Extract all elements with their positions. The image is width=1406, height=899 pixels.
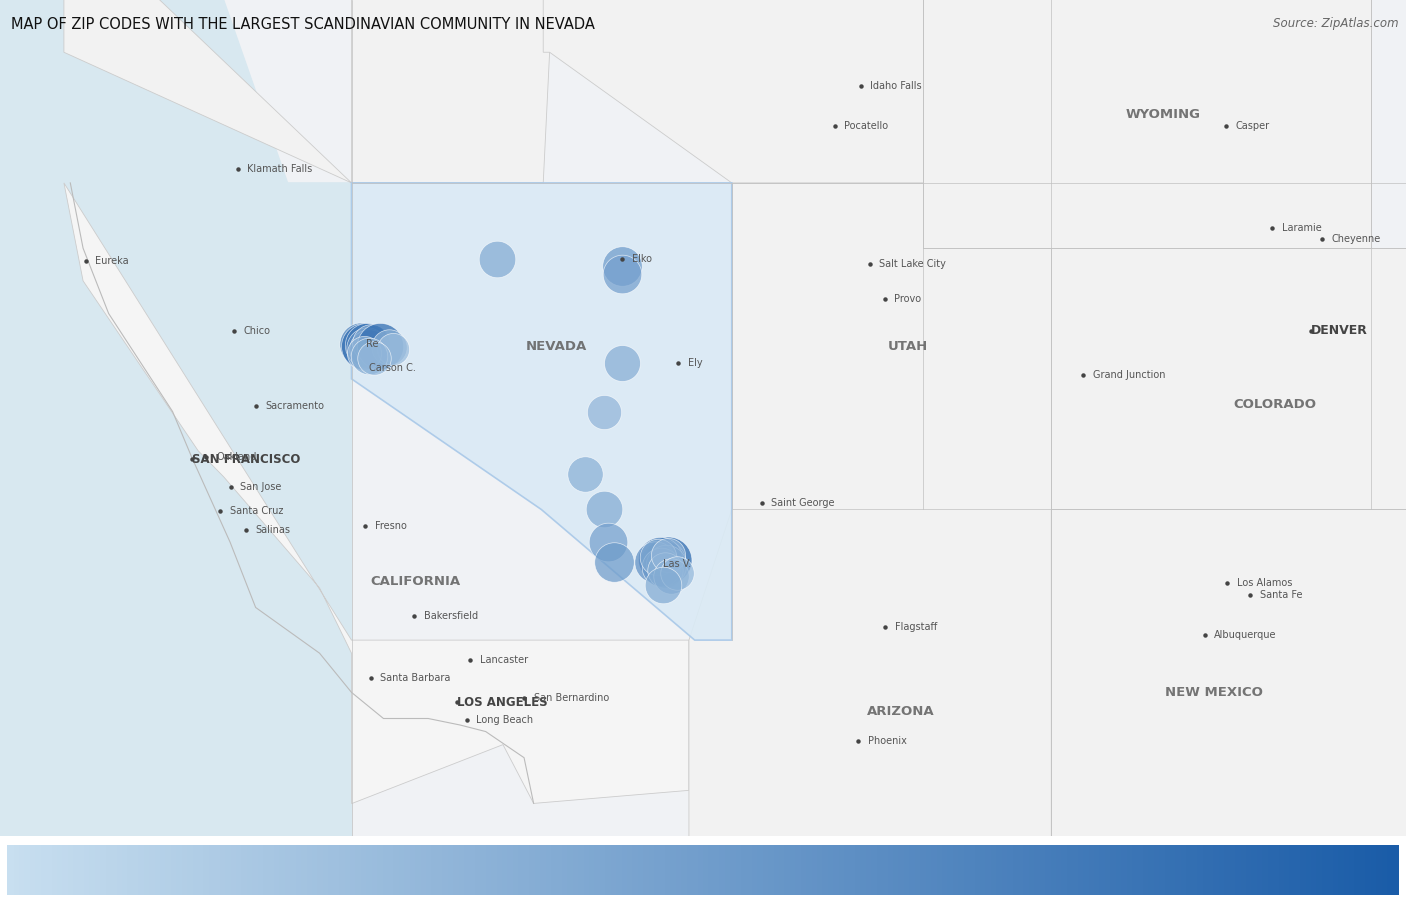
Point bbox=[659, 569, 682, 583]
Text: Laramie: Laramie bbox=[1282, 223, 1322, 233]
Point bbox=[602, 555, 624, 569]
Point bbox=[359, 343, 381, 357]
Point bbox=[652, 556, 675, 570]
Point bbox=[657, 548, 679, 563]
Text: DENVER: DENVER bbox=[1310, 324, 1368, 337]
Polygon shape bbox=[63, 0, 575, 182]
Text: Las V.: Las V. bbox=[662, 558, 690, 569]
Point bbox=[666, 566, 689, 581]
Text: Lancaster: Lancaster bbox=[479, 655, 529, 665]
Text: Oakland: Oakland bbox=[217, 452, 256, 462]
Text: Provo: Provo bbox=[894, 293, 921, 304]
Point bbox=[648, 552, 671, 566]
Text: Saint George: Saint George bbox=[772, 498, 835, 508]
Point bbox=[353, 339, 375, 353]
Point bbox=[612, 267, 634, 281]
Text: Bakersfield: Bakersfield bbox=[423, 611, 478, 621]
Point bbox=[485, 252, 508, 266]
Text: UTAH: UTAH bbox=[887, 340, 928, 352]
Point bbox=[612, 355, 634, 369]
Point bbox=[612, 259, 634, 273]
Text: Salinas: Salinas bbox=[256, 525, 291, 536]
Point bbox=[382, 343, 405, 357]
Text: Source: ZipAtlas.com: Source: ZipAtlas.com bbox=[1274, 17, 1399, 30]
Polygon shape bbox=[1052, 248, 1406, 510]
Text: Ely: Ely bbox=[688, 358, 702, 368]
Text: Albuquerque: Albuquerque bbox=[1215, 630, 1277, 640]
Text: Phoenix: Phoenix bbox=[868, 736, 907, 746]
Point bbox=[644, 555, 666, 569]
Text: COLORADO: COLORADO bbox=[1233, 398, 1316, 412]
Text: Cheyenne: Cheyenne bbox=[1331, 234, 1381, 244]
Polygon shape bbox=[63, 182, 689, 804]
Point bbox=[650, 560, 672, 574]
Polygon shape bbox=[924, 0, 1371, 248]
Text: Flagstaff: Flagstaff bbox=[894, 622, 936, 632]
Point bbox=[598, 535, 620, 549]
Point bbox=[357, 349, 380, 363]
Text: Santa Fe: Santa Fe bbox=[1260, 590, 1302, 600]
Text: San Jose: San Jose bbox=[240, 482, 281, 493]
Polygon shape bbox=[731, 182, 1052, 510]
Point bbox=[368, 339, 391, 353]
Point bbox=[593, 405, 616, 419]
Text: Carson C.: Carson C. bbox=[370, 363, 416, 373]
Text: Los Alamos: Los Alamos bbox=[1237, 578, 1292, 588]
Point bbox=[350, 337, 373, 352]
Point bbox=[647, 549, 669, 564]
Text: MAP OF ZIP CODES WITH THE LARGEST SCANDINAVIAN COMMUNITY IN NEVADA: MAP OF ZIP CODES WITH THE LARGEST SCANDI… bbox=[11, 17, 595, 31]
Text: Chico: Chico bbox=[243, 326, 270, 336]
Text: ARIZONA: ARIZONA bbox=[868, 706, 935, 718]
Text: NEW MEXICO: NEW MEXICO bbox=[1166, 686, 1263, 699]
Text: CALIFORNIA: CALIFORNIA bbox=[370, 574, 461, 588]
Point bbox=[377, 341, 399, 355]
Text: Santa Barbara: Santa Barbara bbox=[380, 673, 451, 683]
Polygon shape bbox=[352, 182, 731, 640]
Point bbox=[356, 338, 378, 352]
Text: Salt Lake City: Salt Lake City bbox=[879, 259, 946, 269]
Text: Re: Re bbox=[366, 339, 378, 349]
Text: Long Beach: Long Beach bbox=[477, 716, 533, 725]
Text: Klamath Falls: Klamath Falls bbox=[247, 164, 312, 174]
Text: SAN FRANCISCO: SAN FRANCISCO bbox=[191, 453, 299, 466]
Text: Pocatello: Pocatello bbox=[844, 121, 889, 131]
Point bbox=[360, 335, 382, 350]
Point bbox=[574, 467, 596, 481]
Text: Casper: Casper bbox=[1236, 121, 1270, 131]
Point bbox=[353, 345, 375, 360]
Text: Elko: Elko bbox=[633, 254, 652, 264]
Text: Eureka: Eureka bbox=[96, 256, 129, 266]
Polygon shape bbox=[1052, 510, 1406, 882]
Text: Idaho Falls: Idaho Falls bbox=[870, 81, 922, 91]
Text: Fresno: Fresno bbox=[374, 521, 406, 530]
Text: Santa Cruz: Santa Cruz bbox=[231, 506, 284, 516]
Text: Grand Junction: Grand Junction bbox=[1092, 369, 1166, 380]
Point bbox=[657, 553, 679, 567]
Text: LOS ANGELES: LOS ANGELES bbox=[457, 696, 547, 708]
Polygon shape bbox=[689, 510, 1052, 882]
Text: Sacramento: Sacramento bbox=[266, 401, 325, 411]
Point bbox=[655, 557, 678, 572]
Point bbox=[593, 503, 616, 517]
Text: NEVADA: NEVADA bbox=[526, 340, 586, 352]
Point bbox=[654, 563, 676, 577]
Polygon shape bbox=[0, 0, 352, 836]
Text: San Bernardino: San Bernardino bbox=[534, 693, 609, 703]
Point bbox=[356, 341, 378, 355]
Point bbox=[651, 577, 673, 592]
Text: WYOMING: WYOMING bbox=[1126, 108, 1201, 120]
Point bbox=[363, 351, 385, 365]
Polygon shape bbox=[543, 0, 924, 182]
